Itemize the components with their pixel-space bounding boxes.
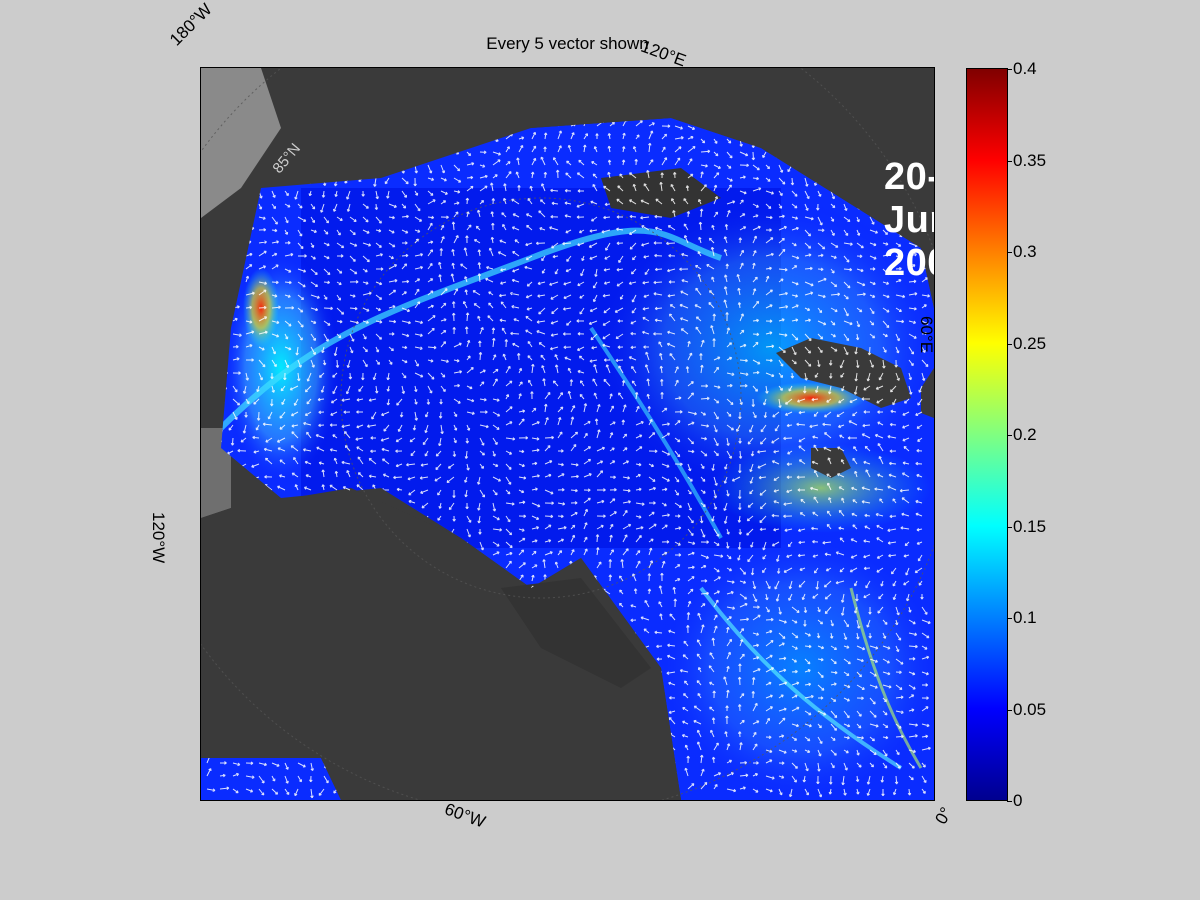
colorbar-tick-label: 0 [1013, 791, 1023, 810]
map-panel: 20-Jun-2009 [200, 67, 935, 801]
colorbar-tick-label: 0.2 [1013, 425, 1037, 444]
longitude-label-60e: 60°E [917, 316, 936, 354]
colorbar [966, 68, 1008, 801]
ice-drift-map [201, 68, 934, 800]
colorbar-tick-mark [1007, 69, 1012, 70]
colorbar-tick-label: 0.3 [1013, 242, 1037, 261]
colorbar-tick-mark [1007, 435, 1012, 436]
colorbar-tick-mark [1007, 709, 1012, 711]
colorbar-tick-mark [1007, 618, 1012, 619]
longitude-label-60w: 60°W [442, 799, 488, 832]
colorbar-tick-mark [1007, 343, 1012, 345]
graticule [201, 68, 934, 800]
colorbar-tick-label: 0.1 [1013, 608, 1037, 627]
date-label: 20-Jun-2009 [884, 156, 935, 284]
longitude-label-120w: 120°W [149, 512, 168, 564]
colorbar-tick-label: 0.4 [1013, 59, 1037, 78]
colorbar-tick-mark [1007, 160, 1012, 162]
colorbar-tick-mark [1007, 252, 1012, 253]
colorbar-tick-label: 0.25 [1013, 333, 1047, 353]
land-light-alaska [201, 68, 281, 218]
longitude-label-180w: 180°W [166, 0, 216, 50]
colorbar-ticks: 0 0.05 0.1 0.15 0.2 0.25 0.3 0.35 0.4 [1007, 59, 1087, 810]
colorbar-tick-mark [1007, 801, 1012, 802]
longitude-label-0: 0° [931, 803, 956, 828]
land-light-coast [201, 428, 231, 518]
map-title: Every 5 vector shown [486, 34, 649, 53]
colorbar-tick-mark [1007, 526, 1012, 528]
colorbar-tick-label: 0.35 [1013, 150, 1047, 170]
colorbar-tick-label: 0.15 [1013, 516, 1047, 536]
colorbar-tick-label: 0.05 [1013, 699, 1047, 719]
